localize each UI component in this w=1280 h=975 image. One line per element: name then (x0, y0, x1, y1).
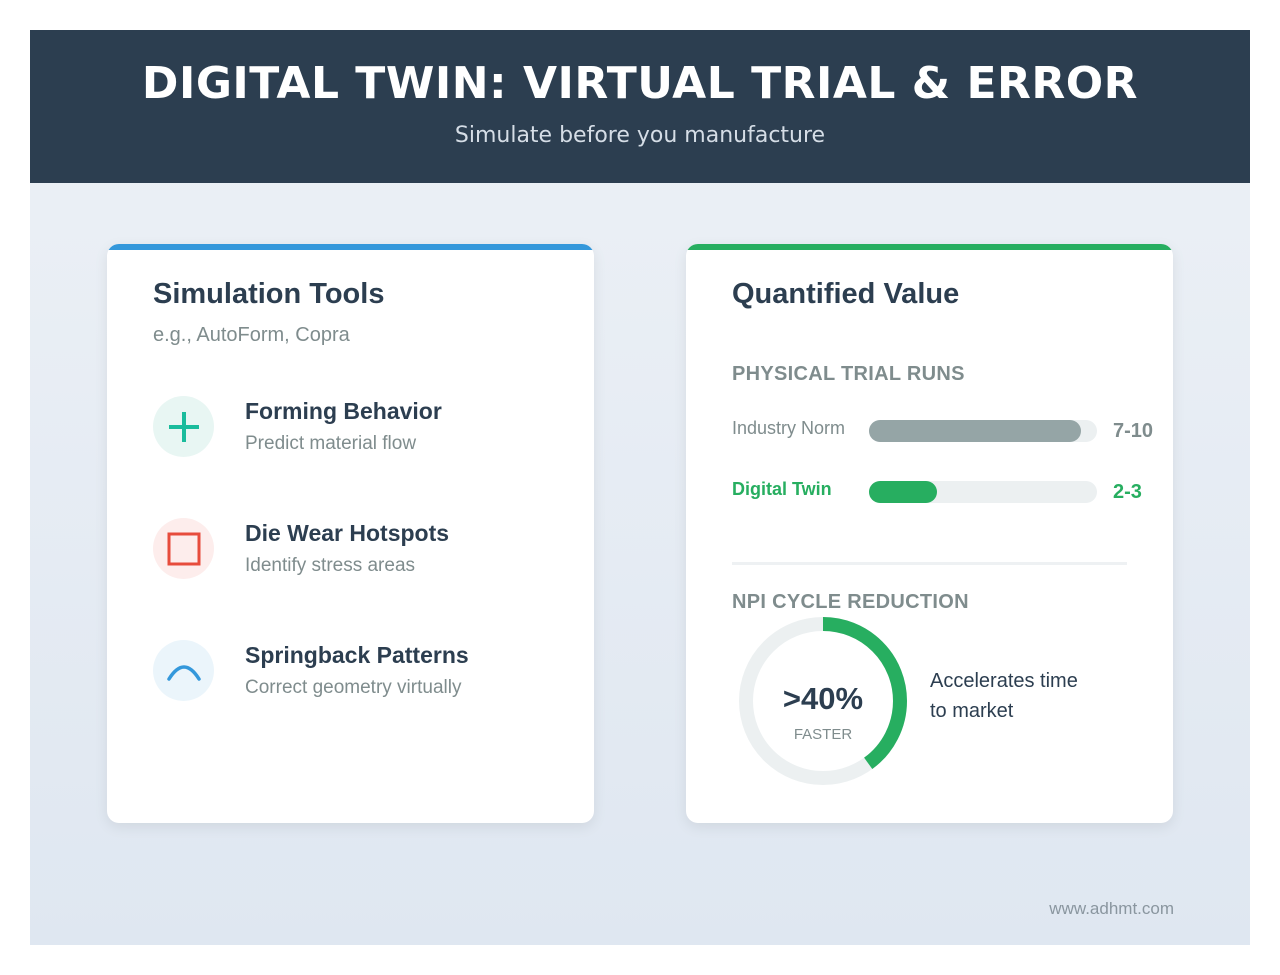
bar-fill (869, 481, 938, 503)
tool-title: Springback Patterns (245, 642, 469, 668)
page-title: DIGITAL TWIN: VIRTUAL TRIAL & ERROR (141, 58, 1139, 109)
footer-url: www.adhmt.com (1049, 899, 1174, 918)
bar-label: Digital Twin (732, 479, 832, 499)
npi-value: >40% (782, 681, 864, 716)
quantified-value-card: Quantified Value PHYSICAL TRIAL RUNS Ind… (686, 244, 1173, 823)
page-subtitle: Simulate before you manufacture (454, 123, 826, 148)
card-accent-bar (686, 244, 1173, 250)
bar-fill (869, 420, 1082, 442)
tool-desc: Predict material flow (245, 433, 417, 454)
npi-unit: FASTER (793, 726, 853, 743)
tool-title: Die Wear Hotspots (245, 520, 450, 546)
progress-ring (739, 617, 907, 785)
infographic: DIGITAL TWIN: VIRTUAL TRIAL & ERROR Simu… (30, 30, 1250, 945)
bar-row-industry: Industry Norm 7-10 (732, 418, 1162, 442)
bar-value: 7-10 (1113, 420, 1154, 442)
card-title: Quantified Value (732, 278, 960, 310)
bar-row-digital-twin: Digital Twin 2-3 (732, 479, 1162, 503)
tool-title: Forming Behavior (245, 398, 442, 424)
simulation-tools-card: Simulation Tools e.g., AutoForm, Copra F… (107, 244, 594, 823)
bar-track (869, 481, 1097, 503)
npi-note-line: Accelerates time (930, 670, 1078, 692)
npi-note: Accelerates time to market (930, 666, 1078, 726)
tool-item-forming: Forming Behavior Predict material flow (153, 396, 442, 457)
tool-desc: Identify stress areas (245, 555, 416, 576)
card-title: Simulation Tools (153, 278, 385, 310)
card-accent-bar (107, 244, 594, 250)
trial-runs-heading: PHYSICAL TRIAL RUNS (732, 363, 965, 385)
bar-label: Industry Norm (732, 418, 846, 438)
divider (732, 562, 1127, 565)
square-icon (153, 518, 214, 579)
npi-heading: NPI CYCLE REDUCTION (732, 591, 969, 613)
plus-icon (153, 396, 214, 457)
npi-note-line: to market (930, 700, 1014, 722)
ring-progress (739, 617, 907, 785)
tool-item-die-wear: Die Wear Hotspots Identify stress areas (153, 518, 449, 579)
arc-icon (153, 640, 214, 701)
bar-track (869, 420, 1097, 442)
tool-desc: Correct geometry virtually (245, 677, 462, 698)
tool-item-springback: Springback Patterns Correct geometry virt… (153, 640, 469, 701)
header: DIGITAL TWIN: VIRTUAL TRIAL & ERROR Simu… (30, 30, 1250, 183)
card-subtitle: e.g., AutoForm, Copra (153, 324, 350, 346)
bar-value: 2-3 (1113, 481, 1142, 503)
